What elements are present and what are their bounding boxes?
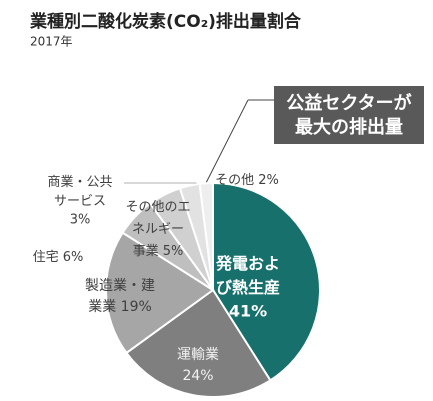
value-label: 24% xyxy=(182,368,213,384)
category-label: ネルギー xyxy=(132,222,184,237)
value-label: 6% xyxy=(63,250,84,265)
slice-label: 製造業・建 xyxy=(85,278,155,294)
annotation-box xyxy=(274,86,424,144)
slice-label: 業業 19% xyxy=(88,299,152,315)
pie-slice xyxy=(105,231,215,355)
category-label: その他のエ xyxy=(125,200,190,215)
category-label: 業業 xyxy=(88,299,116,315)
slice-label: ネルギー xyxy=(132,222,184,237)
slice-label: 運輸業 xyxy=(177,347,219,363)
category-label: 発電およ xyxy=(215,254,280,273)
chart-title: 業種別二酸化炭素(CO₂)排出量割合 xyxy=(30,11,302,32)
slice-label: その他 2% xyxy=(215,173,279,188)
category-label: その他 xyxy=(215,173,254,188)
category-label: 住宅 xyxy=(33,250,59,265)
category-label: サービス xyxy=(54,194,106,209)
annotation: 公益セクターが xyxy=(286,92,411,114)
chart-subtitle: 2017年 xyxy=(30,35,73,49)
slice-label: サービス xyxy=(54,194,106,209)
slice-label: 商業・公共 xyxy=(47,174,112,190)
slice-label: 住宅 6% xyxy=(33,250,84,265)
slice-label: その他のエ xyxy=(125,200,190,215)
slice-label: び熱生産 xyxy=(216,278,280,297)
category-label: 製造業・建 xyxy=(85,278,155,294)
annotation: 最大の排出量 xyxy=(295,116,403,138)
value-label: 2% xyxy=(258,173,279,188)
slice-label: 発電およ xyxy=(215,254,280,273)
category-label: 運輸業 xyxy=(177,347,219,363)
category-label: 商業・公共 xyxy=(47,174,112,190)
value-label: 41% xyxy=(229,302,267,321)
pie-slice xyxy=(125,288,272,398)
category-label: び熱生産 xyxy=(216,278,280,297)
value-label: 19% xyxy=(121,299,152,315)
slice-label: 事業 5% xyxy=(133,243,184,259)
pie-slice xyxy=(198,181,214,291)
annotation-line xyxy=(205,99,249,184)
value-label: 3% xyxy=(70,213,91,228)
value-label: 5% xyxy=(163,244,184,259)
category-label: 事業 xyxy=(133,243,159,259)
